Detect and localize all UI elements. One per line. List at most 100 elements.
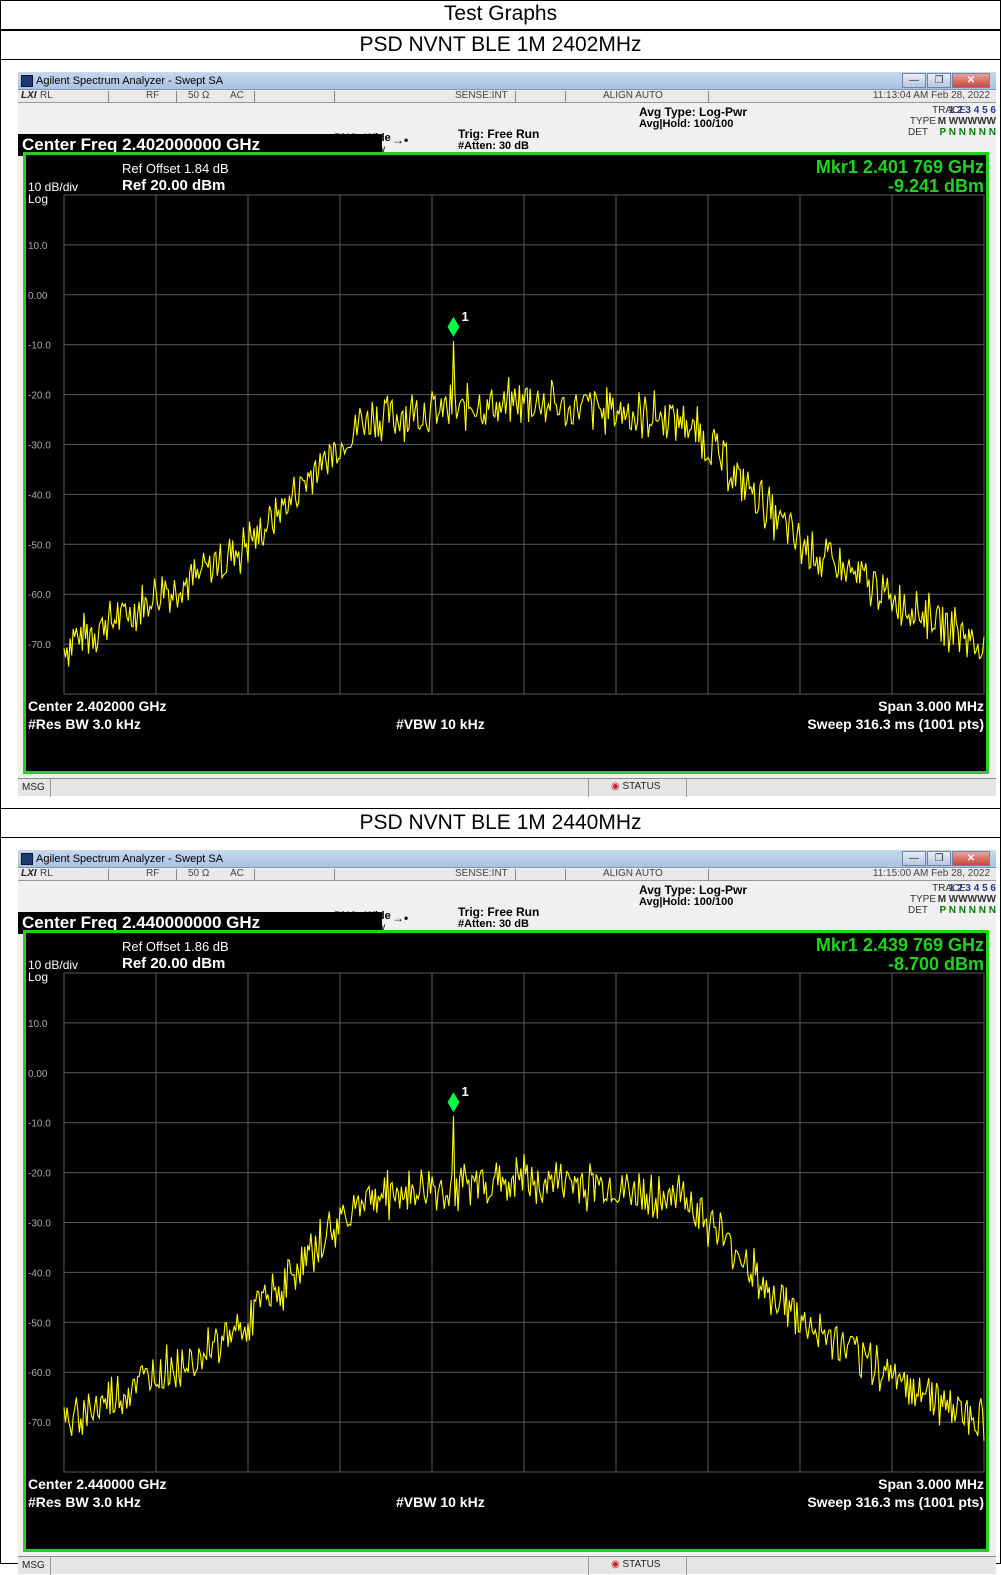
spectrum-plot: Ref Offset 1.86 dB 10 dB/div Ref 20.00 dBm… — [28, 935, 985, 1510]
spectrum-plot: Ref Offset 1.84 dB 10 dB/div Ref 20.00 dBm… — [28, 157, 985, 732]
status-datetime: 11:15:00 AM Feb 28, 2022 — [872, 868, 990, 879]
y-tick-label: -30.0 — [28, 1219, 51, 1230]
span: Span 3.000 MHz — [878, 1476, 984, 1492]
panel-heading: PSD NVNT BLE 1M 2440MHz — [0, 808, 1001, 838]
speaker-icon: ◉ — [611, 781, 620, 792]
res-bw: #Res BW 3.0 kHz — [28, 716, 141, 732]
maximize-button[interactable]: ❐ — [927, 73, 951, 88]
status-rf: RF — [146, 90, 160, 101]
y-tick-label: 10.0 — [28, 1019, 48, 1030]
panel-heading: PSD NVNT BLE 1M 2402MHz — [0, 30, 1001, 60]
det-values: P N N N N N — [939, 127, 997, 138]
y-tick-label: -60.0 — [28, 1368, 51, 1379]
arrow-icon: →• — [392, 911, 409, 925]
pno-setting: PNO: Wide — [334, 910, 391, 922]
y-tick-label: -50.0 — [28, 1318, 51, 1329]
trace-numbers[interactable]: 1 2 3 4 5 6 — [948, 105, 996, 116]
avg-type-setting: Avg Type: Log-Pwr — [639, 883, 747, 897]
status-bar: LXI RL RF 50 Ω AC SENSE:INT ALIGN AUTO 1… — [18, 868, 996, 881]
status-indicator[interactable]: ◉ STATUS — [611, 781, 660, 792]
type-values: M WWWWW — [937, 894, 996, 905]
y-tick-label: -30.0 — [28, 441, 51, 452]
status-coupling: AC — [230, 90, 244, 101]
marker-number: 1 — [461, 1084, 468, 1099]
y-tick-label: 0.00 — [28, 291, 48, 302]
status-rf: RF — [146, 868, 160, 879]
app-icon — [21, 853, 33, 865]
marker-diamond[interactable] — [447, 1092, 460, 1113]
res-bw: #Res BW 3.0 kHz — [28, 1494, 141, 1510]
y-tick-label: -10.0 — [28, 341, 51, 352]
analyzer-window: Agilent Spectrum Analyzer - Swept SA — ❐… — [18, 72, 997, 797]
close-button[interactable]: ✕ — [952, 73, 990, 88]
y-tick-label: -20.0 — [28, 1169, 51, 1180]
vbw: #VBW 10 kHz — [396, 716, 485, 732]
marker-level: -9.241 dBm — [888, 176, 984, 196]
avg-type-setting: Avg Type: Log-Pwr — [639, 105, 747, 119]
settings-area: Center Freq 2.402000000 GHz PNO: Wide →•… — [18, 103, 997, 156]
window-title: Agilent Spectrum Analyzer - Swept SA — [36, 75, 224, 87]
atten-setting: #Atten: 30 dB — [458, 140, 529, 152]
status-bar: LXI RL RF 50 Ω AC SENSE:INT ALIGN AUTO 1… — [18, 90, 996, 103]
span: Span 3.000 MHz — [878, 698, 984, 714]
scale-label: 10 dB/div — [28, 180, 78, 194]
app-icon — [21, 75, 33, 87]
type-label: TYPE — [909, 116, 936, 127]
window-titlebar[interactable]: Agilent Spectrum Analyzer - Swept SA — ❐… — [18, 72, 996, 90]
window-titlebar[interactable]: Agilent Spectrum Analyzer - Swept SA — ❐… — [18, 850, 996, 868]
status-impedance: 50 Ω — [188, 868, 210, 879]
status-indicator[interactable]: ◉ STATUS — [611, 1559, 660, 1570]
y-tick-label: -40.0 — [28, 490, 51, 501]
status-datetime: 11:13:04 AM Feb 28, 2022 — [872, 90, 990, 101]
spectrum-display[interactable]: Ref Offset 1.86 dB 10 dB/div Ref 20.00 dBm… — [23, 930, 989, 1552]
trace-label: TRACE — [932, 883, 966, 894]
y-tick-label: -70.0 — [28, 1418, 51, 1429]
message-bar: MSG ◉ STATUS — [18, 1556, 996, 1575]
det-values: P N N N N N — [939, 905, 997, 916]
status-label: STATUS — [622, 1559, 661, 1570]
status-coupling: AC — [230, 868, 244, 879]
window-title: Agilent Spectrum Analyzer - Swept SA — [36, 853, 224, 865]
avg-hold-setting: Avg|Hold: 100/100 — [639, 896, 734, 908]
page-title: Test Graphs — [0, 0, 1001, 30]
spectrum-trace — [63, 1116, 985, 1441]
center-frequency: Center 2.440000 GHz — [28, 1476, 167, 1492]
status-impedance: 50 Ω — [188, 90, 210, 101]
vbw: #VBW 10 kHz — [396, 1494, 485, 1510]
marker-frequency: Mkr1 2.439 769 GHz — [816, 935, 984, 955]
status-sense: SENSE:INT — [455, 90, 508, 101]
minimize-button[interactable]: — — [902, 851, 926, 866]
center-freq-readout[interactable]: Center Freq 2.440000000 GHz — [18, 912, 382, 934]
status-sense: SENSE:INT — [455, 868, 508, 879]
status-align: ALIGN AUTO — [603, 868, 663, 879]
center-freq-readout[interactable]: Center Freq 2.402000000 GHz — [18, 134, 382, 156]
ifgain-setting: IFGain:Low — [334, 922, 386, 933]
close-button[interactable]: ✕ — [952, 851, 990, 866]
marker-frequency: Mkr1 2.401 769 GHz — [816, 157, 984, 177]
status-rl: RL — [40, 90, 53, 101]
lxi-icon: LXI — [21, 868, 37, 879]
y-tick-label: -70.0 — [28, 640, 51, 651]
y-tick-label: -60.0 — [28, 590, 51, 601]
status-align: ALIGN AUTO — [603, 90, 663, 101]
msg-label: MSG — [22, 782, 45, 793]
spectrum-trace — [63, 340, 985, 667]
marker-diamond[interactable] — [447, 316, 460, 337]
pno-setting: PNO: Wide — [334, 132, 391, 144]
ref-level: Ref 20.00 dBm — [122, 177, 225, 194]
trace-label: TRACE — [932, 105, 966, 116]
scale-label: 10 dB/div — [28, 958, 78, 972]
type-label: TYPE — [909, 894, 936, 905]
minimize-button[interactable]: — — [902, 73, 926, 88]
maximize-button[interactable]: ❐ — [927, 851, 951, 866]
marker-number: 1 — [461, 309, 468, 324]
trig-setting: Trig: Free Run — [458, 127, 540, 141]
y-tick-label: 0.00 — [28, 1069, 48, 1080]
spectrum-display[interactable]: Ref Offset 1.84 dB 10 dB/div Ref 20.00 dBm… — [23, 152, 989, 774]
settings-area: Center Freq 2.440000000 GHz PNO: Wide →•… — [18, 881, 997, 934]
analyzer-window: Agilent Spectrum Analyzer - Swept SA — ❐… — [18, 850, 997, 1575]
atten-setting: #Atten: 30 dB — [458, 918, 529, 930]
arrow-icon: →• — [392, 133, 409, 147]
trace-numbers[interactable]: 1 2 3 4 5 6 — [948, 883, 996, 894]
sweep: Sweep 316.3 ms (1001 pts) — [807, 716, 984, 732]
